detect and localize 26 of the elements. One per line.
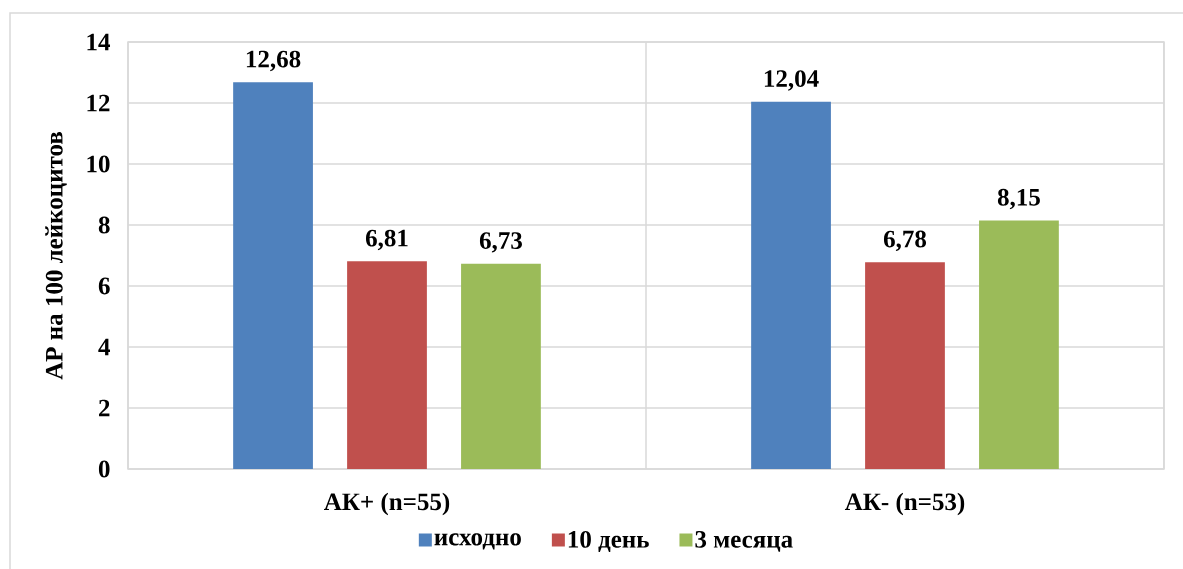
y-tick-label: 8 — [98, 216, 110, 234]
bar — [751, 101, 831, 469]
data-label: 6,73 — [479, 232, 522, 253]
y-tick-label: 10 — [87, 155, 110, 173]
y-tick-label: 4 — [98, 338, 111, 356]
y-tick-label: 14 — [87, 33, 111, 51]
data-label: 12,68 — [246, 50, 301, 72]
legend-label: 3 месяца — [695, 530, 793, 552]
bar — [233, 82, 313, 469]
bar — [979, 220, 1059, 469]
x-tick-label: АК+ (n=55) — [324, 492, 450, 516]
bar — [347, 261, 427, 469]
data-label: 6,78 — [883, 230, 927, 252]
data-label: 12,04 — [764, 70, 819, 91]
y-tick-label: 2 — [99, 399, 110, 417]
data-label: 8,15 — [997, 188, 1040, 210]
bar — [461, 263, 541, 469]
y-axis-title: АР на 100 лейкоцитов — [45, 131, 67, 380]
legend-label: исходно — [434, 533, 521, 550]
y-tick-label: 6 — [98, 277, 110, 295]
y-tick-label: 12 — [87, 94, 110, 112]
bar — [865, 262, 945, 469]
x-tick-label: АК- (n=53) — [844, 492, 965, 516]
data-label: 6,81 — [365, 229, 408, 251]
legend-label: 10 день — [568, 530, 649, 552]
y-tick-label: 0 — [98, 460, 110, 478]
